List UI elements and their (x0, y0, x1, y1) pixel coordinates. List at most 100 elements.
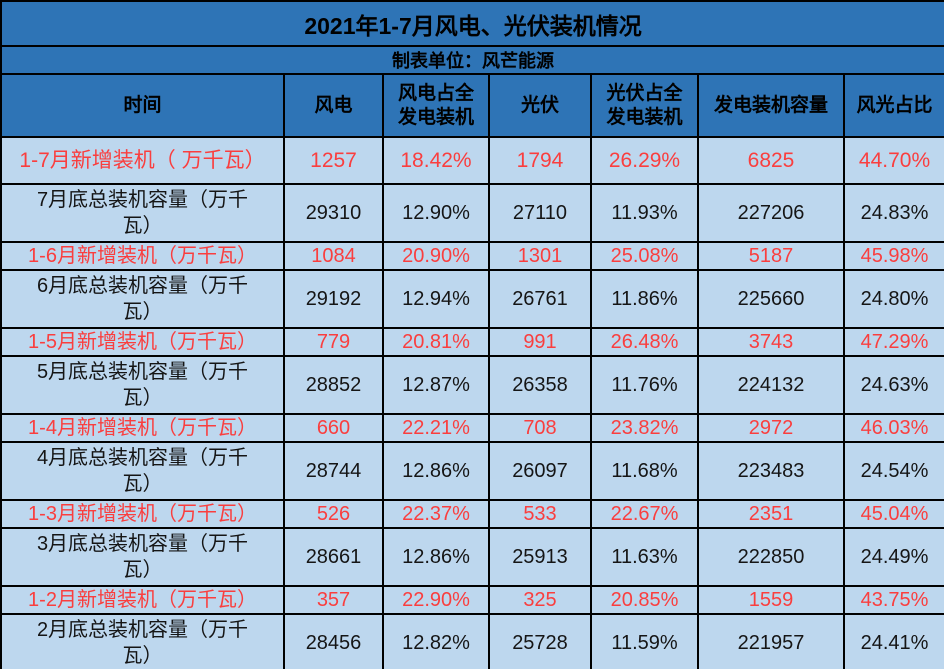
cell-solar-share: 25.08% (590, 241, 699, 271)
cell-solar: 1794 (488, 136, 592, 185)
cell-wind-solar-ratio: 24.49% (842, 527, 944, 587)
row-label: 1-7月新增装机（ 万千瓦） (0, 136, 285, 185)
cell-solar-share: 26.29% (590, 136, 699, 185)
table-row: 7月底总装机容量（万千 瓦） 29310 12.90% 27110 11.93%… (0, 183, 944, 243)
cell-wind-solar-ratio: 24.83% (842, 183, 944, 243)
cell-total-capacity: 224132 (697, 355, 845, 415)
cell-solar-share: 22.67% (590, 499, 699, 529)
cell-wind: 28744 (283, 441, 384, 501)
row-label: 1-5月新增装机（万千瓦） (0, 327, 285, 357)
cell-solar-share: 11.63% (590, 527, 699, 587)
cell-solar-share: 11.59% (590, 613, 699, 669)
row-label: 1-4月新增装机（万千瓦） (0, 413, 285, 443)
cell-wind: 1257 (283, 136, 384, 185)
cell-wind-solar-ratio: 24.63% (842, 355, 944, 415)
col-header-solar: 光伏 (488, 73, 592, 138)
cell-solar-share: 11.76% (590, 355, 699, 415)
cell-wind-solar-ratio: 45.04% (842, 499, 944, 529)
cell-total-capacity: 2351 (697, 499, 845, 529)
cell-total-capacity: 222850 (697, 527, 845, 587)
table-row: 1-7月新增装机（ 万千瓦） 1257 18.42% 1794 26.29% 6… (0, 136, 944, 185)
table-title-row: 2021年1-7月风电、光伏装机情况 (0, 0, 944, 47)
col-header-wind-solar-ratio: 风光占比 (842, 73, 944, 138)
cell-wind-share: 22.21% (382, 413, 490, 443)
cell-solar: 26761 (488, 269, 592, 329)
cell-wind: 28661 (283, 527, 384, 587)
cell-solar-share: 11.86% (590, 269, 699, 329)
table-row: 6月底总装机容量（万千 瓦） 29192 12.94% 26761 11.86%… (0, 269, 944, 329)
cell-wind-share: 12.86% (382, 527, 490, 587)
cell-wind-solar-ratio: 45.98% (842, 241, 944, 271)
cell-wind-share: 20.90% (382, 241, 490, 271)
cell-total-capacity: 221957 (697, 613, 845, 669)
cell-wind-solar-ratio: 44.70% (842, 136, 944, 185)
cell-wind-solar-ratio: 24.80% (842, 269, 944, 329)
cell-total-capacity: 2972 (697, 413, 845, 443)
cell-solar: 1301 (488, 241, 592, 271)
table-subtitle: 制表单位：风芒能源 (0, 45, 944, 75)
cell-solar-share: 11.68% (590, 441, 699, 501)
table-row: 1-6月新增装机（万千瓦） 1084 20.90% 1301 25.08% 51… (0, 241, 944, 271)
col-header-wind-share: 风电占全 发电装机 (382, 73, 490, 138)
col-header-total-capacity: 发电装机容量 (697, 73, 845, 138)
cell-wind: 357 (283, 585, 384, 615)
cell-total-capacity: 3743 (697, 327, 845, 357)
cell-wind: 29192 (283, 269, 384, 329)
cell-wind-share: 22.90% (382, 585, 490, 615)
cell-solar: 27110 (488, 183, 592, 243)
col-header-solar-share: 光伏占全 发电装机 (590, 73, 699, 138)
row-label: 6月底总装机容量（万千 瓦） (0, 269, 285, 329)
cell-total-capacity: 225660 (697, 269, 845, 329)
column-header-row: 时间 风电 风电占全 发电装机 光伏 光伏占全 发电装机 发电装机容量 风光占比 (0, 73, 944, 138)
cell-wind: 779 (283, 327, 384, 357)
row-label: 7月底总装机容量（万千 瓦） (0, 183, 285, 243)
cell-wind: 660 (283, 413, 384, 443)
page-title: 2021年1-7月风电、光伏装机情况 (0, 0, 944, 47)
table-row: 3月底总装机容量（万千 瓦） 28661 12.86% 25913 11.63%… (0, 527, 944, 587)
row-label: 3月底总装机容量（万千 瓦） (0, 527, 285, 587)
cell-total-capacity: 5187 (697, 241, 845, 271)
table-row: 2月底总装机容量（万千 瓦） 28456 12.82% 25728 11.59%… (0, 613, 944, 669)
cell-solar: 26358 (488, 355, 592, 415)
table-row: 4月底总装机容量（万千 瓦） 28744 12.86% 26097 11.68%… (0, 441, 944, 501)
cell-wind: 29310 (283, 183, 384, 243)
cell-wind: 526 (283, 499, 384, 529)
row-label: 1-3月新增装机（万千瓦） (0, 499, 285, 529)
cell-wind: 28456 (283, 613, 384, 669)
cell-solar: 533 (488, 499, 592, 529)
cell-wind-share: 20.81% (382, 327, 490, 357)
cell-solar: 26097 (488, 441, 592, 501)
cell-wind-share: 12.82% (382, 613, 490, 669)
cell-wind: 1084 (283, 241, 384, 271)
cell-total-capacity: 223483 (697, 441, 845, 501)
cell-wind-solar-ratio: 24.54% (842, 441, 944, 501)
col-header-time: 时间 (0, 73, 285, 138)
row-label: 5月底总装机容量（万千 瓦） (0, 355, 285, 415)
table-subtitle-row: 制表单位：风芒能源 (0, 45, 944, 75)
cell-wind-share: 12.94% (382, 269, 490, 329)
cell-wind-share: 18.42% (382, 136, 490, 185)
cell-wind-solar-ratio: 46.03% (842, 413, 944, 443)
cell-solar: 991 (488, 327, 592, 357)
cell-wind-solar-ratio: 43.75% (842, 585, 944, 615)
row-label: 1-6月新增装机（万千瓦） (0, 241, 285, 271)
cell-wind: 28852 (283, 355, 384, 415)
cell-total-capacity: 227206 (697, 183, 845, 243)
cell-wind-solar-ratio: 47.29% (842, 327, 944, 357)
cell-wind-share: 12.90% (382, 183, 490, 243)
table-row: 5月底总装机容量（万千 瓦） 28852 12.87% 26358 11.76%… (0, 355, 944, 415)
cell-solar-share: 11.93% (590, 183, 699, 243)
row-label: 1-2月新增装机（万千瓦） (0, 585, 285, 615)
col-header-wind: 风电 (283, 73, 384, 138)
cell-solar: 325 (488, 585, 592, 615)
cell-solar-share: 20.85% (590, 585, 699, 615)
cell-total-capacity: 6825 (697, 136, 845, 185)
table-row: 1-5月新增装机（万千瓦） 779 20.81% 991 26.48% 3743… (0, 327, 944, 357)
cell-wind-share: 12.86% (382, 441, 490, 501)
table-row: 1-3月新增装机（万千瓦） 526 22.37% 533 22.67% 2351… (0, 499, 944, 529)
row-label: 2月底总装机容量（万千 瓦） (0, 613, 285, 669)
table-row: 1-4月新增装机（万千瓦） 660 22.21% 708 23.82% 2972… (0, 413, 944, 443)
cell-wind-share: 12.87% (382, 355, 490, 415)
